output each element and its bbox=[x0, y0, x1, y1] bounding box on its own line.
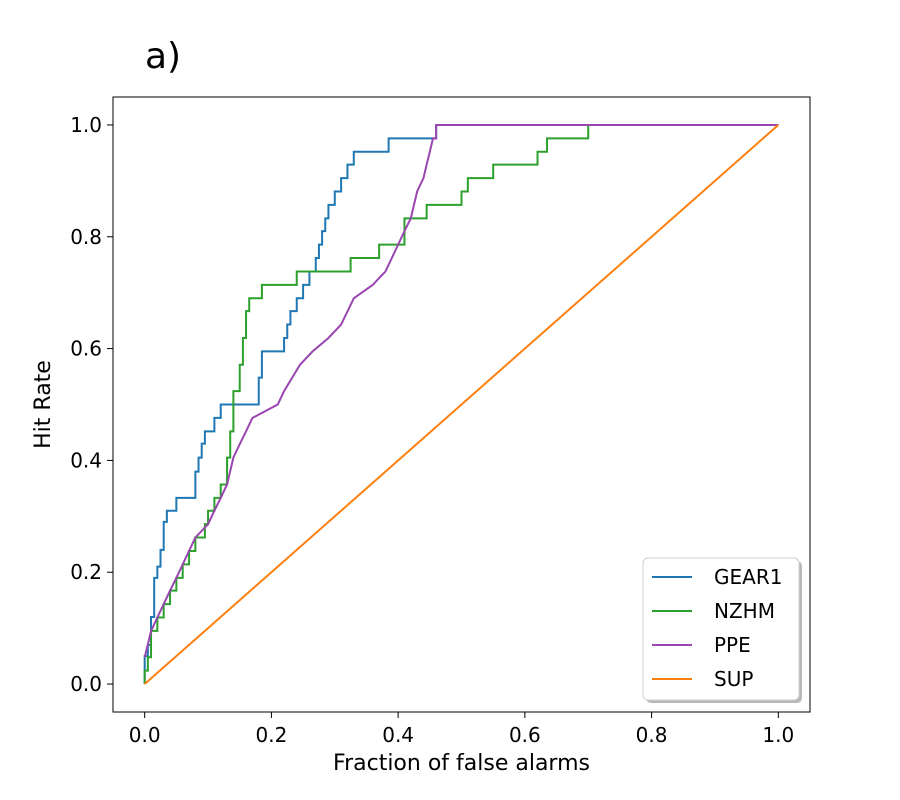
y-tick-label: 0.4 bbox=[70, 448, 102, 472]
y-axis-label: Hit Rate bbox=[31, 360, 56, 449]
chart-title: a) bbox=[145, 36, 181, 77]
series-line-sup bbox=[144, 124, 779, 685]
legend-box bbox=[642, 557, 800, 701]
legend-label-nzhm: NZHM bbox=[714, 599, 775, 623]
x-tick-label: 0.2 bbox=[256, 723, 288, 747]
y-tick-label: 0.6 bbox=[70, 337, 102, 361]
x-tick-label: 0.0 bbox=[129, 723, 161, 747]
legend-label-sup: SUP bbox=[714, 667, 753, 691]
x-tick-label: 0.8 bbox=[636, 723, 668, 747]
x-tick-label: 0.4 bbox=[382, 723, 414, 747]
series-line-ppe bbox=[143, 123, 779, 658]
y-tick-label: 1.0 bbox=[70, 113, 102, 137]
x-axis-label: Fraction of false alarms bbox=[333, 751, 590, 776]
legend-label-ppe: PPE bbox=[714, 633, 751, 657]
ticks-layer: 0.0 0.2 0.4 0.6 0.8 1.0 0.0 0.2 0.4 0.6 0.8 1.0 bbox=[70, 113, 794, 747]
legend-label-gear1: GEAR1 bbox=[714, 565, 782, 589]
y-tick-label: 0.8 bbox=[70, 225, 102, 249]
x-tick-label: 0.6 bbox=[509, 723, 541, 747]
y-tick-label: 0.0 bbox=[70, 672, 102, 696]
y-tick-label: 0.2 bbox=[70, 560, 102, 584]
series-layer bbox=[143, 123, 779, 685]
series-line-gear1 bbox=[143, 123, 779, 685]
plot-frame bbox=[112, 96, 811, 713]
legend: GEAR1 NZHM PPE SUP bbox=[642, 557, 802, 703]
x-tick-label: 1.0 bbox=[762, 723, 794, 747]
